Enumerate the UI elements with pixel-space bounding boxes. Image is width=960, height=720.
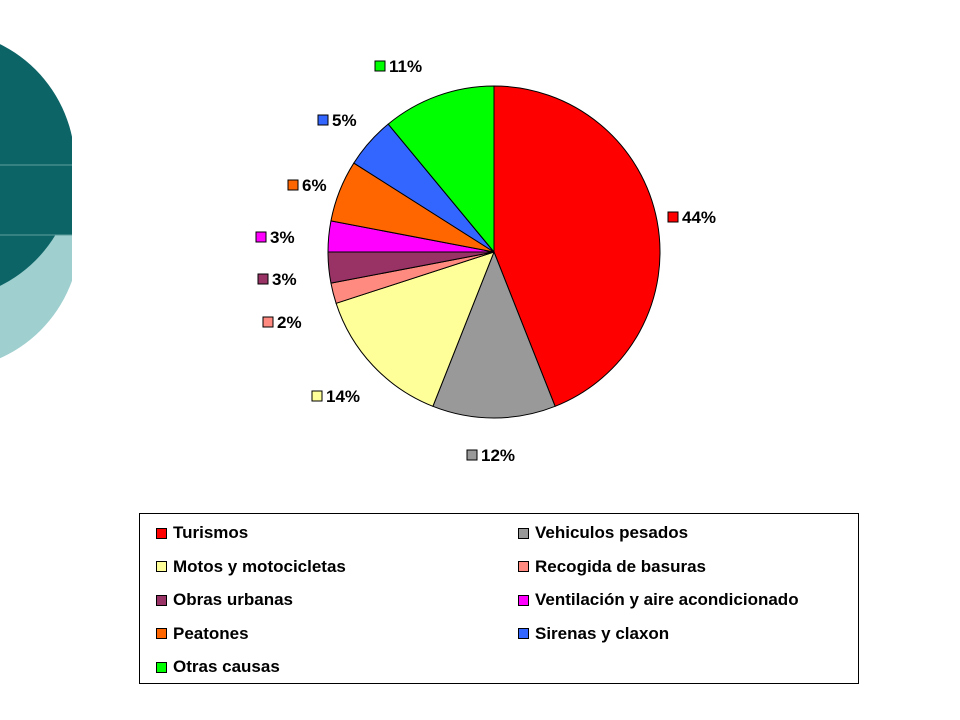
- legend-swatch: [518, 594, 529, 606]
- slice-percent-label: 2%: [277, 313, 302, 332]
- slice-label-5: 3%: [257, 270, 297, 289]
- slice-percent-label: 5%: [332, 111, 357, 130]
- legend-item: Motos y motocicletas: [156, 556, 346, 578]
- legend-item: Turismos: [156, 522, 248, 544]
- slice-label-swatch: [667, 211, 679, 223]
- slice-label-9: 11%: [374, 57, 422, 76]
- legend-swatch: [518, 628, 529, 639]
- pie-slice-1: [493, 85, 661, 407]
- legend-label: Turismos: [173, 523, 249, 542]
- slice-label-1: 44%: [667, 208, 716, 227]
- legend-item: Ventilación y aire acondicionado: [518, 589, 799, 611]
- slice-label-swatch: [287, 179, 299, 191]
- slice-percent-label: 44%: [682, 208, 716, 227]
- decor-band-light: [0, 165, 72, 235]
- slice-label-4: 2%: [262, 313, 302, 332]
- pie-slices: [327, 85, 661, 419]
- slice-label-swatch: [466, 449, 478, 461]
- slice-percent-label: 3%: [270, 228, 295, 247]
- legend-label: Motos y motocicletas: [173, 556, 346, 576]
- slice-label-3: 14%: [311, 387, 360, 406]
- slice-percent-label: 14%: [326, 387, 360, 406]
- slice-label-6: 3%: [255, 228, 295, 247]
- legend-label: Recogida de basuras: [535, 556, 707, 576]
- legend-item: Peatones: [156, 623, 249, 645]
- slice-label-2: 12%: [466, 446, 515, 465]
- legend: Turismos Vehiculos pesados Motos y motocic…: [139, 513, 859, 684]
- slice-label-8: 5%: [317, 111, 357, 130]
- slice-label-swatch: [257, 273, 269, 285]
- slice-label-swatch: [255, 231, 267, 243]
- legend-label: Peatones: [173, 623, 249, 643]
- slice-percent-label: 6%: [302, 176, 327, 195]
- legend-swatch: [156, 628, 167, 639]
- slice-label-swatch: [311, 390, 323, 402]
- slice-label-swatch: [262, 316, 274, 328]
- slice-percent-label: 3%: [272, 270, 297, 289]
- legend-swatch: [156, 594, 167, 606]
- legend-item: Sirenas y claxon: [518, 623, 669, 645]
- legend-swatch: [156, 561, 167, 572]
- legend-swatch: [156, 661, 167, 673]
- slice-label-7: 6%: [287, 176, 327, 195]
- slice-label-swatch: [317, 114, 329, 126]
- legend-label: Obras urbanas: [173, 590, 293, 609]
- legend-item: Otras causas: [156, 656, 280, 678]
- legend-item: Vehiculos pesados: [518, 522, 688, 544]
- slice-percent-label: 12%: [481, 446, 515, 465]
- pie-slice-9: [387, 85, 495, 253]
- legend-swatch: [518, 561, 529, 572]
- legend-swatch: [518, 527, 529, 539]
- slice-label-swatch: [374, 60, 386, 72]
- pie-labels: 44% 12% 14% 2% 3% 3% 6% 5% 11%: [255, 57, 716, 465]
- pie-slice-2: [432, 251, 556, 419]
- legend-label: Ventilación y aire acondicionado: [535, 590, 799, 609]
- legend-label: Otras causas: [173, 657, 280, 676]
- legend-swatch: [156, 527, 167, 539]
- legend-label: Sirenas y claxon: [535, 623, 670, 643]
- legend-label: Vehiculos pesados: [535, 523, 689, 542]
- slice-percent-label: 11%: [389, 57, 422, 76]
- legend-item: Recogida de basuras: [518, 556, 706, 578]
- legend-item: Obras urbanas: [156, 589, 293, 611]
